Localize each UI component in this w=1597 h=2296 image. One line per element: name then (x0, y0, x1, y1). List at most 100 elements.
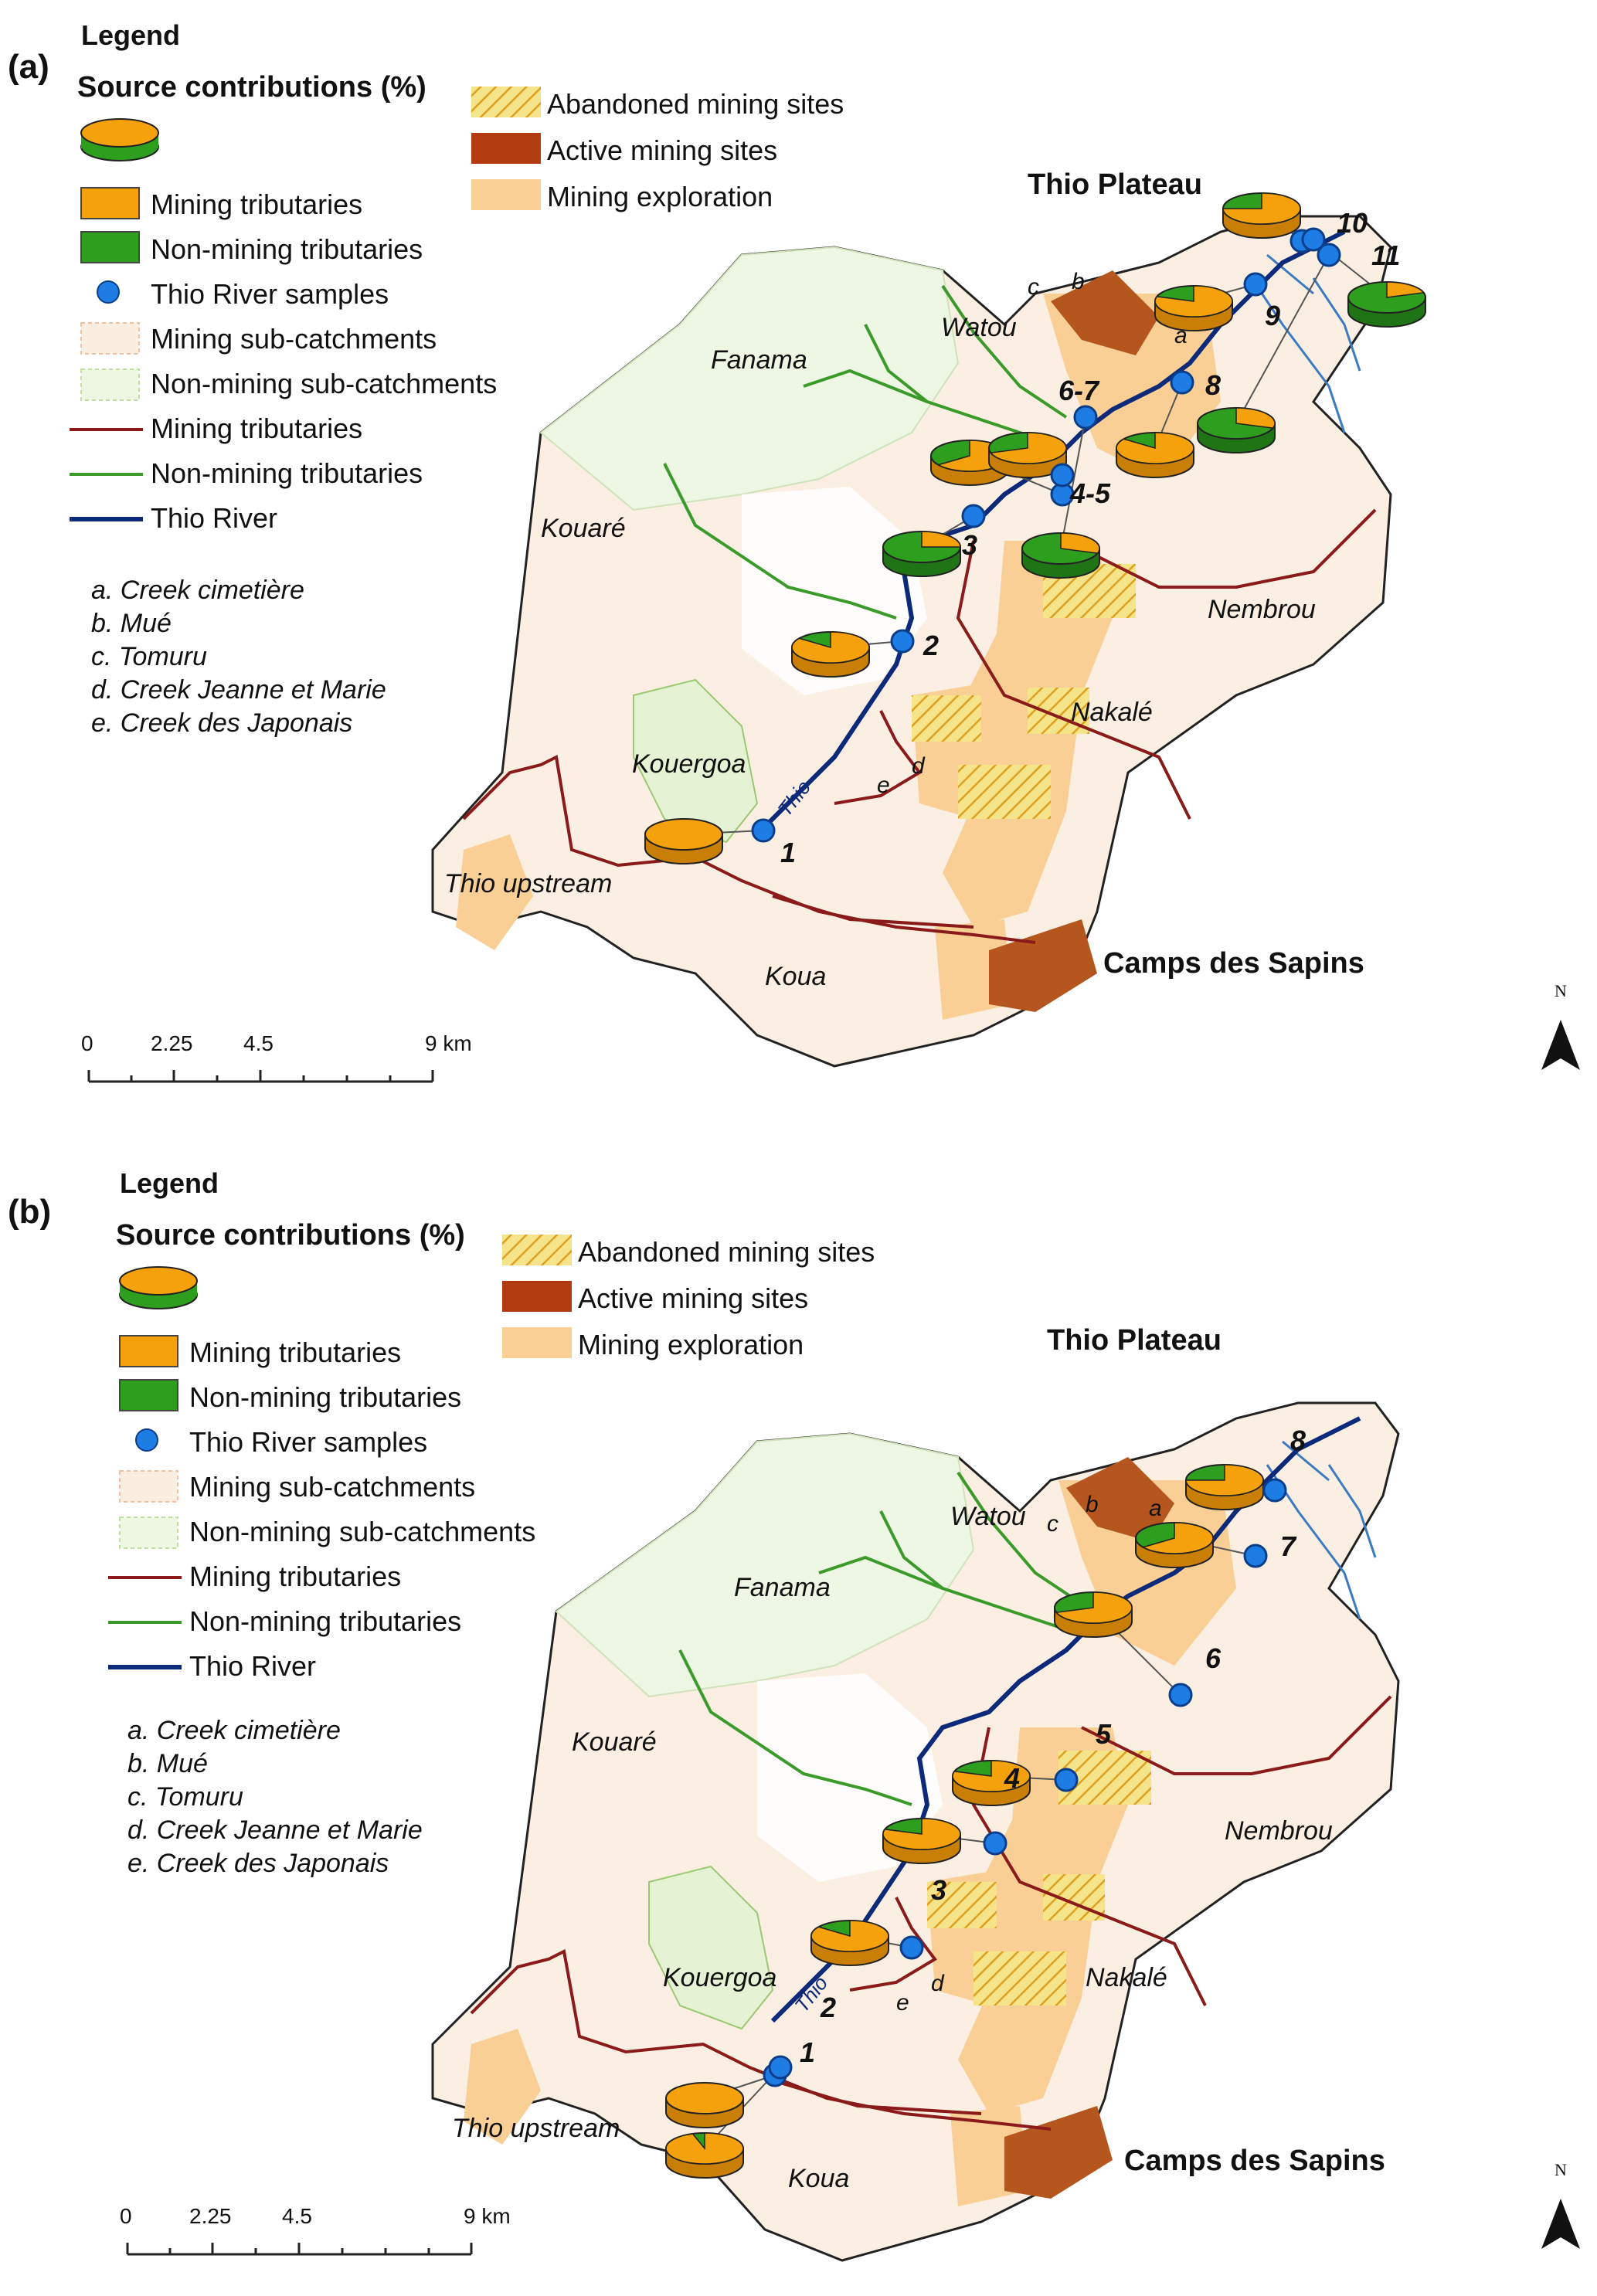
active-mining-site (1066, 1457, 1174, 1542)
sample-number: 10 (1337, 207, 1368, 239)
non-mining-subcatchment-fanama (539, 246, 960, 511)
river-sample-point (1262, 1478, 1287, 1503)
sample-pie-chart (791, 631, 870, 678)
active-mining-site (1004, 2106, 1113, 2199)
mining-tributary (772, 895, 974, 929)
mining-tributary (470, 1949, 1052, 2131)
river-sample-point (1168, 1683, 1193, 1707)
mining-tributary (834, 710, 922, 805)
legend-note: d. Creek Jeanne et Marie (91, 675, 386, 705)
legend-site: Abandoned mining sites (578, 1236, 875, 1268)
river-sample-point (768, 2055, 793, 2080)
legend-item: Mining tributaries (189, 1337, 402, 1368)
mining-tributary (780, 2081, 982, 2115)
legend-title: Legend (81, 19, 181, 51)
legend-item: Mining sub-catchments (151, 323, 437, 355)
place-label: Nakalé (1071, 698, 1153, 727)
place-label: Koua (788, 2164, 850, 2193)
scale-tick: 0 (81, 1031, 93, 1055)
mining-tributary (1081, 1695, 1392, 1775)
scale-tick: 9 km (464, 2204, 511, 2228)
river-sample-point (983, 1831, 1007, 1856)
river-sample-point (1170, 370, 1194, 395)
legend-item: Mining tributaries (189, 1561, 402, 1592)
river-sample-point (890, 629, 915, 654)
site-letter: e (896, 1990, 909, 2016)
mining-tributary (849, 1897, 937, 1992)
legend-item: Mining sub-catchments (189, 1471, 476, 1503)
legend-note: b. Mué (127, 1749, 208, 1778)
place-label: Kouaré (572, 1727, 657, 1757)
site-letter: a (1174, 323, 1188, 348)
place-label: Fanama (711, 345, 807, 375)
legend-title: Legend (120, 1167, 219, 1199)
scale-tick: 2.25 (151, 1031, 193, 1055)
non-mining-tributary (818, 1555, 943, 1590)
legend-note: a. Creek cimetière (91, 576, 304, 605)
legend-item: Mining tributaries (151, 413, 363, 444)
place-label: Watou (950, 1502, 1026, 1531)
site-letter: c (1028, 274, 1039, 300)
sample-number: 1 (780, 837, 797, 868)
sample-number: 8 (1290, 1425, 1306, 1456)
river-sample-point (1301, 227, 1326, 252)
scale-bar-a (87, 1070, 434, 1083)
legend-site: Active mining sites (578, 1282, 809, 1314)
sample-number: 2 (923, 630, 940, 661)
sample-pie-chart (1222, 192, 1301, 239)
legend-item: Mining tributaries (151, 189, 363, 220)
scale-tick: 4.5 (243, 1031, 274, 1055)
sample-pie-chart (988, 432, 1067, 478)
non-mining-subcatchment-kouergoa (648, 1865, 774, 2030)
legend-item: Non-mining tributaries (151, 457, 423, 489)
legend-note: e. Creek des Japonais (127, 1849, 389, 1878)
north-arrow-icon (1541, 2199, 1580, 2249)
non-mining-tributary (678, 1649, 912, 1806)
sample-pie-chart (665, 2132, 744, 2179)
place-label: Kouergoa (632, 749, 746, 779)
non-mining-tributary (957, 1471, 1083, 1605)
legend-swatches-a (70, 87, 541, 521)
scale-tick: 9 km (425, 1031, 472, 1055)
place-label: Nakalé (1086, 1963, 1167, 1992)
sample-pie-chart (1021, 532, 1100, 579)
place-label: Kouaré (541, 514, 626, 543)
river-sample-point (899, 1935, 924, 1960)
sample-pie-chart (1135, 1522, 1214, 1568)
legend-site: Mining exploration (578, 1329, 804, 1360)
sample-number: 3 (931, 1874, 947, 1906)
sample-number: 1 (800, 2036, 816, 2068)
north-arrow-icon (1541, 1020, 1580, 1070)
sample-pie-chart (882, 1818, 961, 1864)
sample-pie-chart (882, 531, 961, 577)
sample-number: 4-5 (1070, 477, 1111, 509)
non-mining-tributary (663, 463, 897, 620)
pie-charts-a (644, 192, 1426, 864)
map-panel-a: (a) Legend Source contributions (%) Mini… (8, 19, 1580, 1083)
legend-site: Abandoned mining sites (547, 88, 844, 120)
abandoned-site (927, 1882, 997, 1928)
sample-pie-chart (1347, 281, 1426, 328)
sample-pie-chart (665, 2082, 744, 2128)
thio-river-upper (1250, 253, 1361, 433)
legend-item: Non-mining tributaries (151, 233, 423, 265)
sample-number: 9 (1265, 300, 1281, 331)
scale-tick: 0 (120, 2204, 132, 2228)
non-mining-subcatchment-fanama (555, 1432, 975, 1698)
river-sample-point (751, 818, 776, 843)
legend-item: Thio River samples (151, 278, 389, 310)
legend-note: c. Tomuru (91, 642, 207, 671)
river-sample-point (1243, 1544, 1268, 1568)
scale-tick: 4.5 (282, 2204, 312, 2228)
legend-item: Thio River (151, 502, 278, 534)
non-mining-subcatchment-kouergoa (633, 678, 759, 844)
place-label: Thio upstream (444, 869, 613, 898)
place-label: Camps des Sapins (1124, 2145, 1385, 2177)
map-panel-b: (b) Legend Source contributions (%) Mini… (0, 1148, 1597, 2296)
sample-number: 6 (1205, 1642, 1222, 1674)
sample-pie-chart (644, 818, 723, 864)
legend-note: a. Creek cimetière (127, 1716, 341, 1745)
exploration-area (456, 834, 533, 950)
sample-pie-chart (952, 1760, 1031, 1806)
legend-subtitle: Source contributions (%) (77, 71, 426, 104)
